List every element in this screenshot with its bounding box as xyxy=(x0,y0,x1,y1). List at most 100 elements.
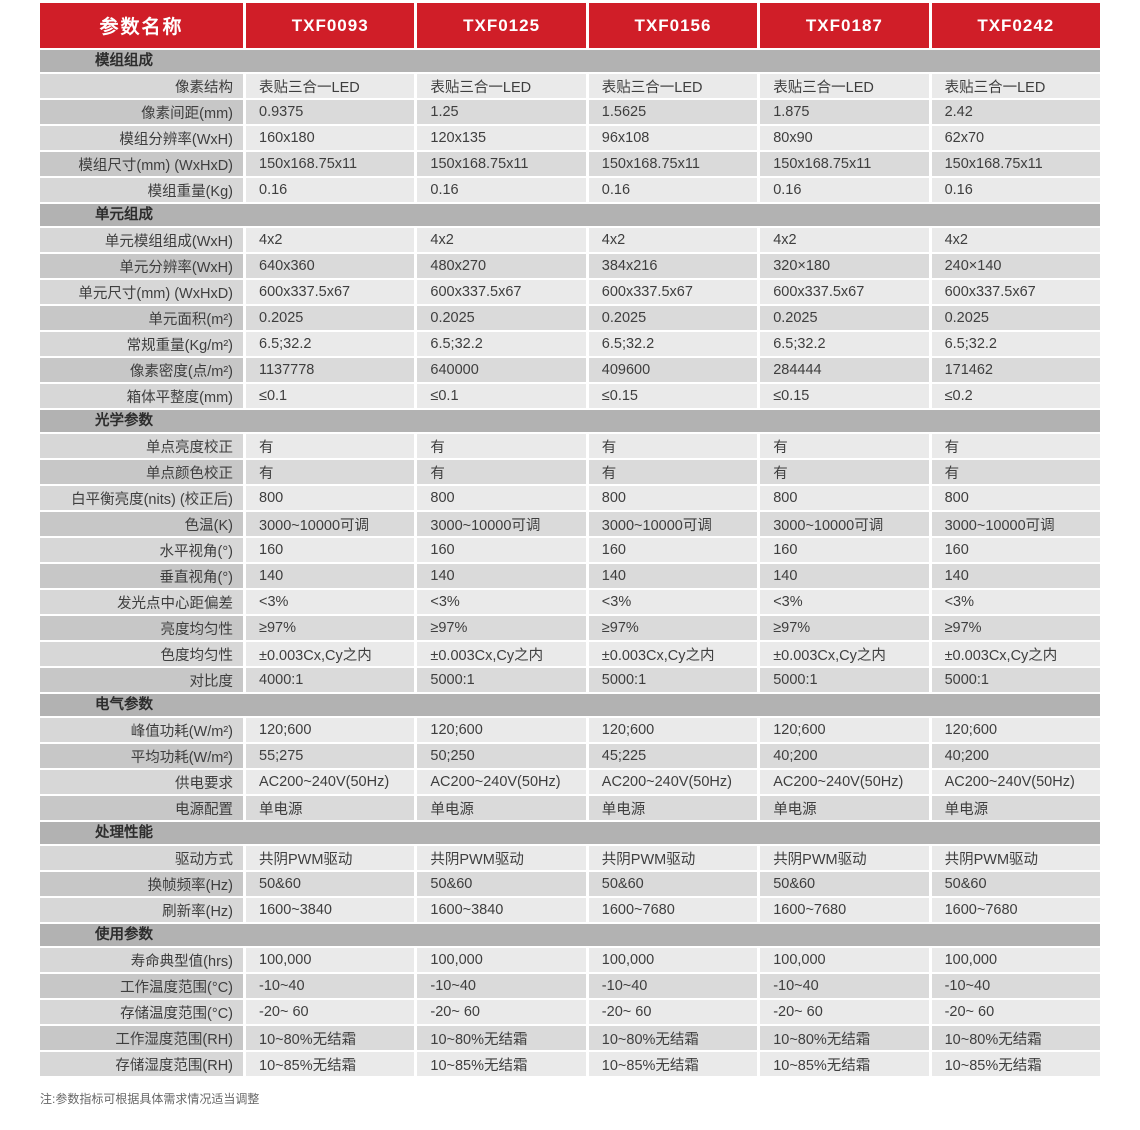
param-label-cell: 像素密度(点/m²) xyxy=(40,358,243,382)
param-label-cell: 亮度均匀性 xyxy=(40,616,243,640)
footer-note: 注:参数指标可根据具体需求情况适当调整 xyxy=(40,1092,260,1106)
value-cell: 单电源 xyxy=(417,796,586,820)
value-cell: ≤0.15 xyxy=(760,384,929,408)
value-cell: ≥97% xyxy=(417,616,586,640)
value-cell: ±0.003Cx,Cy之内 xyxy=(760,642,929,666)
value-cell: <3% xyxy=(931,590,1100,614)
value-cell: 0.2025 xyxy=(246,306,415,330)
param-label-cell: 工作温度范围(°C) xyxy=(40,974,243,998)
value-cell: 4000:1 xyxy=(246,668,415,692)
value-cell: 50&60 xyxy=(588,872,758,896)
value-cell: 4x2 xyxy=(760,228,929,252)
value-cell: 4x2 xyxy=(931,228,1100,252)
value-cell: 表贴三合一LED xyxy=(588,74,758,98)
column-header-model: TXF0156 xyxy=(588,3,758,48)
value-cell: 6.5;32.2 xyxy=(931,332,1100,356)
value-cell: 10~85%无结霜 xyxy=(931,1052,1100,1076)
value-cell: 1.25 xyxy=(417,100,586,124)
param-label-cell: 存储湿度范围(RH) xyxy=(40,1052,243,1076)
value-cell: 10~85%无结霜 xyxy=(246,1052,415,1076)
value-cell: 50;250 xyxy=(417,744,586,768)
value-cell: 50&60 xyxy=(760,872,929,896)
section-header: 使用参数 xyxy=(40,924,1100,946)
param-label-cell: 模组尺寸(mm) (WxHxD) xyxy=(40,152,243,176)
value-cell: 150x168.75x11 xyxy=(417,152,586,176)
value-cell: 0.16 xyxy=(931,178,1100,202)
value-cell: ≥97% xyxy=(588,616,758,640)
value-cell: -20~ 60 xyxy=(417,1000,586,1024)
value-cell: <3% xyxy=(417,590,586,614)
param-label-cell: 驱动方式 xyxy=(40,846,243,870)
value-cell: -20~ 60 xyxy=(931,1000,1100,1024)
value-cell: 1.875 xyxy=(760,100,929,124)
value-cell: 1600~7680 xyxy=(588,898,758,922)
value-cell: -10~40 xyxy=(417,974,586,998)
section-header: 单元组成 xyxy=(40,204,1100,226)
value-cell: 6.5;32.2 xyxy=(246,332,415,356)
value-cell: 6.5;32.2 xyxy=(588,332,758,356)
param-label-cell: 发光点中心距偏差 xyxy=(40,590,243,614)
value-cell: AC200~240V(50Hz) xyxy=(760,770,929,794)
value-cell: -10~40 xyxy=(588,974,758,998)
value-cell: 2.42 xyxy=(931,100,1100,124)
param-label-cell: 单元模组组成(WxH) xyxy=(40,228,243,252)
value-cell: 0.16 xyxy=(760,178,929,202)
value-cell: 120;600 xyxy=(760,718,929,742)
value-cell: 1600~3840 xyxy=(246,898,415,922)
param-label-cell: 换帧频率(Hz) xyxy=(40,872,243,896)
value-cell: 800 xyxy=(760,486,929,510)
value-cell: 有 xyxy=(931,460,1100,484)
value-cell: 单电源 xyxy=(931,796,1100,820)
value-cell: 100,000 xyxy=(246,948,415,972)
section-header: 模组组成 xyxy=(40,50,1100,72)
value-cell: 240×140 xyxy=(931,254,1100,278)
param-label-cell: 平均功耗(W/m²) xyxy=(40,744,243,768)
value-cell: 409600 xyxy=(588,358,758,382)
value-cell: 120;600 xyxy=(417,718,586,742)
value-cell: 3000~10000可调 xyxy=(760,512,929,536)
value-cell: 600x337.5x67 xyxy=(588,280,758,304)
value-cell: ±0.003Cx,Cy之内 xyxy=(588,642,758,666)
value-cell: 单电源 xyxy=(760,796,929,820)
param-label-cell: 单元尺寸(mm) (WxHxD) xyxy=(40,280,243,304)
value-cell: 0.16 xyxy=(417,178,586,202)
value-cell: AC200~240V(50Hz) xyxy=(931,770,1100,794)
value-cell: 1600~3840 xyxy=(417,898,586,922)
value-cell: 5000:1 xyxy=(417,668,586,692)
value-cell: 有 xyxy=(417,434,586,458)
value-cell: ±0.003Cx,Cy之内 xyxy=(417,642,586,666)
param-label-cell: 水平视角(°) xyxy=(40,538,243,562)
param-label-cell: 电源配置 xyxy=(40,796,243,820)
value-cell: 150x168.75x11 xyxy=(588,152,758,176)
section-header: 处理性能 xyxy=(40,822,1100,844)
value-cell: 10~80%无结霜 xyxy=(760,1026,929,1050)
param-label-cell: 模组分辨率(WxH) xyxy=(40,126,243,150)
value-cell: 171462 xyxy=(931,358,1100,382)
value-cell: 3000~10000可调 xyxy=(588,512,758,536)
spec-table: 参数名称 TXF0093 TXF0125 TXF0156 TXF0187 TXF0242… xyxy=(40,3,1100,1076)
value-cell: 表贴三合一LED xyxy=(246,74,415,98)
value-cell: 有 xyxy=(588,460,758,484)
value-cell: 4x2 xyxy=(246,228,415,252)
value-cell: -10~40 xyxy=(760,974,929,998)
value-cell: 0.16 xyxy=(588,178,758,202)
value-cell: -20~ 60 xyxy=(246,1000,415,1024)
value-cell: 600x337.5x67 xyxy=(931,280,1100,304)
param-label-cell: 像素间距(mm) xyxy=(40,100,243,124)
value-cell: 10~85%无结霜 xyxy=(417,1052,586,1076)
value-cell: 150x168.75x11 xyxy=(246,152,415,176)
value-cell: 单电源 xyxy=(588,796,758,820)
value-cell: ≤0.15 xyxy=(588,384,758,408)
value-cell: 120x135 xyxy=(417,126,586,150)
value-cell: 共阴PWM驱动 xyxy=(760,846,929,870)
value-cell: 0.16 xyxy=(246,178,415,202)
param-label-cell: 刷新率(Hz) xyxy=(40,898,243,922)
value-cell: 有 xyxy=(931,434,1100,458)
value-cell: 1137778 xyxy=(246,358,415,382)
value-cell: 600x337.5x67 xyxy=(246,280,415,304)
value-cell: <3% xyxy=(246,590,415,614)
param-label-cell: 模组重量(Kg) xyxy=(40,178,243,202)
value-cell: 100,000 xyxy=(417,948,586,972)
value-cell: ≤0.2 xyxy=(931,384,1100,408)
param-label-cell: 单点颜色校正 xyxy=(40,460,243,484)
